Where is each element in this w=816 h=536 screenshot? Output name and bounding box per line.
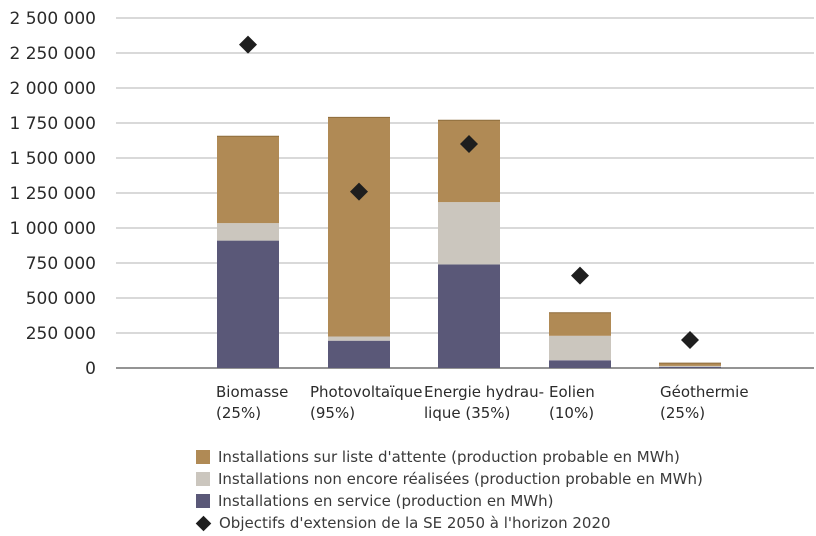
diamond-icon xyxy=(195,515,212,531)
y-tick-label: 500 000 xyxy=(26,289,96,309)
target-diamond xyxy=(571,266,589,285)
bar-segment xyxy=(328,336,390,341)
bar-segment xyxy=(438,202,500,265)
legend-item-waiting-list: Installations sur liste d'attente (produ… xyxy=(196,446,703,468)
y-tick-label: 0 xyxy=(85,359,96,379)
legend-item-targets: Objectifs d'extension de la SE 2050 à l'… xyxy=(195,512,703,534)
legend: Installations sur liste d'attente (produ… xyxy=(195,446,703,534)
legend-label-in-service: Installations en service (production en … xyxy=(218,492,554,510)
target-diamond xyxy=(460,135,478,153)
y-tick-label: 250 000 xyxy=(26,324,96,344)
bar-segment xyxy=(438,264,500,368)
legend-swatch-not-realized xyxy=(196,472,210,486)
legend-label-waiting-list: Installations sur liste d'attente (produ… xyxy=(218,448,680,466)
y-tick-label: 2 250 000 xyxy=(9,44,96,64)
x-tick-label: Biomasse xyxy=(216,383,288,401)
x-tick-label: Photovoltaïque xyxy=(310,383,423,401)
legend-item-in-service: Installations en service (production en … xyxy=(196,490,703,512)
y-tick-label: 1 250 000 xyxy=(9,184,96,204)
target-diamond xyxy=(350,182,368,201)
x-tick-label: (10%) xyxy=(549,404,594,422)
target-diamond xyxy=(681,331,699,349)
y-tick-label: 1 750 000 xyxy=(9,114,96,134)
y-tick-label: 2 000 000 xyxy=(9,79,96,99)
x-tick-label: lique (35%) xyxy=(424,404,510,422)
bar-segment xyxy=(659,365,721,367)
legend-swatch-waiting-list xyxy=(196,450,210,464)
y-tick-label: 2 500 000 xyxy=(9,9,96,29)
bar-segment xyxy=(328,117,390,337)
y-tick-label: 1 500 000 xyxy=(9,149,96,169)
y-tick-label: 1 000 000 xyxy=(9,219,96,239)
x-tick-label: (95%) xyxy=(310,404,355,422)
bar-segment xyxy=(549,360,611,368)
target-diamond xyxy=(239,35,257,54)
x-tick-label: Eolien xyxy=(549,383,595,401)
bar-segment xyxy=(659,366,721,368)
legend-item-not-realized: Installations non encore réalisées (prod… xyxy=(196,468,703,490)
bar-segment xyxy=(328,340,390,368)
bar-segment xyxy=(217,223,279,241)
bar-segment xyxy=(549,312,611,336)
bar-segment xyxy=(659,363,721,366)
bar-segment xyxy=(217,240,279,368)
x-tick-label: (25%) xyxy=(216,404,261,422)
bar-segment xyxy=(549,335,611,361)
legend-swatch-in-service xyxy=(196,494,210,508)
x-tick-label: Géothermie xyxy=(660,383,749,401)
x-tick-label: (25%) xyxy=(660,404,705,422)
y-tick-label: 750 000 xyxy=(26,254,96,274)
bar-chart: 2 500 000 2 250 000 2 000 000 1 750 000 1 50… xyxy=(9,9,814,422)
legend-label-not-realized: Installations non encore réalisées (prod… xyxy=(218,470,703,488)
legend-label-targets: Objectifs d'extension de la SE 2050 à l'… xyxy=(219,514,611,532)
bar-segment xyxy=(438,120,500,203)
x-tick-label: Energie hydrau- xyxy=(424,383,544,401)
bar-segment xyxy=(217,136,279,224)
